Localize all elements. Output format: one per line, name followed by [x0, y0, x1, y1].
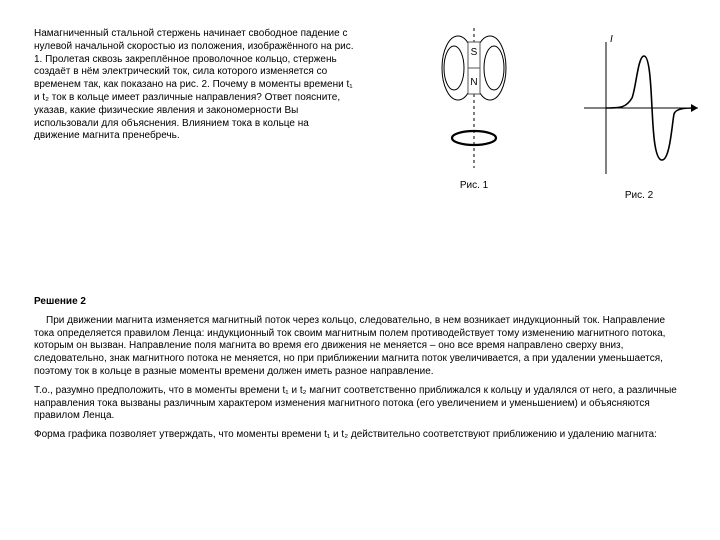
solution-p2: Т.о., разумно предположить, что в момент… [34, 385, 686, 423]
problem-text: Намагниченный стальной стержень начинает… [34, 28, 354, 143]
figure-1-caption: Рис. 1 [414, 180, 534, 191]
current-graph: I [574, 28, 704, 178]
page: Намагниченный стальной стержень начинает… [0, 0, 720, 540]
axis-label-i: I [610, 34, 613, 45]
solution-p1: При движении магнита изменяется магнитны… [34, 315, 686, 379]
top-row: Намагниченный стальной стержень начинает… [34, 28, 686, 258]
figure-1: S N Рис. 1 [414, 28, 534, 191]
pole-s-label: S [471, 47, 478, 58]
magnet-diagram: S N [424, 28, 524, 168]
figure-2: I Рис. 2 [574, 28, 704, 201]
solution-block: Решение 2 При движении магнита изменяетс… [34, 296, 686, 442]
pole-n-label: N [470, 77, 477, 88]
solution-heading: Решение 2 [34, 296, 686, 309]
figure-2-caption: Рис. 2 [574, 190, 704, 201]
solution-p3: Форма графика позволяет утверждать, что … [34, 429, 686, 442]
